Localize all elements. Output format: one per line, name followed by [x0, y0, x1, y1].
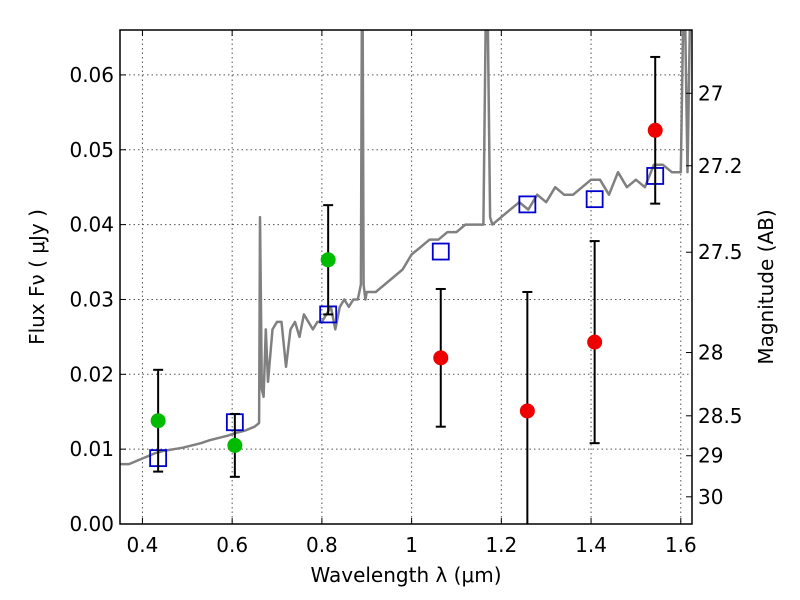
y2-tick-label: 27 [698, 81, 723, 105]
upper-point [647, 122, 663, 138]
y-tick-label: 0.02 [69, 362, 114, 386]
detected-point [227, 437, 243, 453]
detected-point [150, 413, 166, 429]
x-tick-label: 1.4 [575, 533, 607, 557]
y2-tick-label: 27.5 [698, 240, 743, 264]
grid-lines [120, 30, 692, 525]
y2-tick-label: 30 [698, 485, 723, 509]
y-tick-label: 0.03 [69, 287, 114, 311]
y2-tick-label: 28.5 [698, 404, 743, 428]
y2-tick-label: 29 [698, 444, 723, 468]
x-tick-label: 1 [405, 533, 418, 557]
y-tick-label: 0.01 [69, 437, 114, 461]
y2-tick-label: 27.2 [698, 154, 743, 178]
synthetic-point [431, 242, 450, 261]
upper-point [519, 403, 535, 419]
y-tick-label: 0.05 [69, 138, 114, 162]
upper-point [587, 334, 603, 350]
y-tick-label: 0.06 [69, 63, 114, 87]
x-tick-label: 0.8 [306, 533, 338, 557]
y-tick-label: 0.00 [69, 512, 114, 536]
synthetic-point [518, 195, 537, 214]
x-tick-label: 0.4 [127, 533, 159, 557]
upper-point [433, 350, 449, 366]
x-axis-title: Wavelength λ (μm) [310, 563, 501, 587]
y-tick-label: 0.04 [69, 213, 114, 237]
x-tick-label: 0.6 [216, 533, 248, 557]
y2-axis-title: Magnitude (AB) [754, 209, 778, 364]
axes-frame [119, 29, 693, 525]
plot-area [120, 30, 692, 524]
x-tick-label: 1.2 [485, 533, 517, 557]
model-spectrum-line [120, 30, 692, 466]
y2-tick-label: 28 [698, 341, 723, 365]
axis-ticks: 0.4 0.6 0.8 1 1.2 1.4 1.6 0.00 0.01 0.02 0.03 0.04 0… [69, 30, 743, 557]
synthetic-point [585, 190, 604, 209]
x-tick-label: 1.6 [665, 533, 697, 557]
y-axis-title: Flux Fν ( μJy ) [25, 209, 49, 345]
detected-point [320, 252, 336, 268]
